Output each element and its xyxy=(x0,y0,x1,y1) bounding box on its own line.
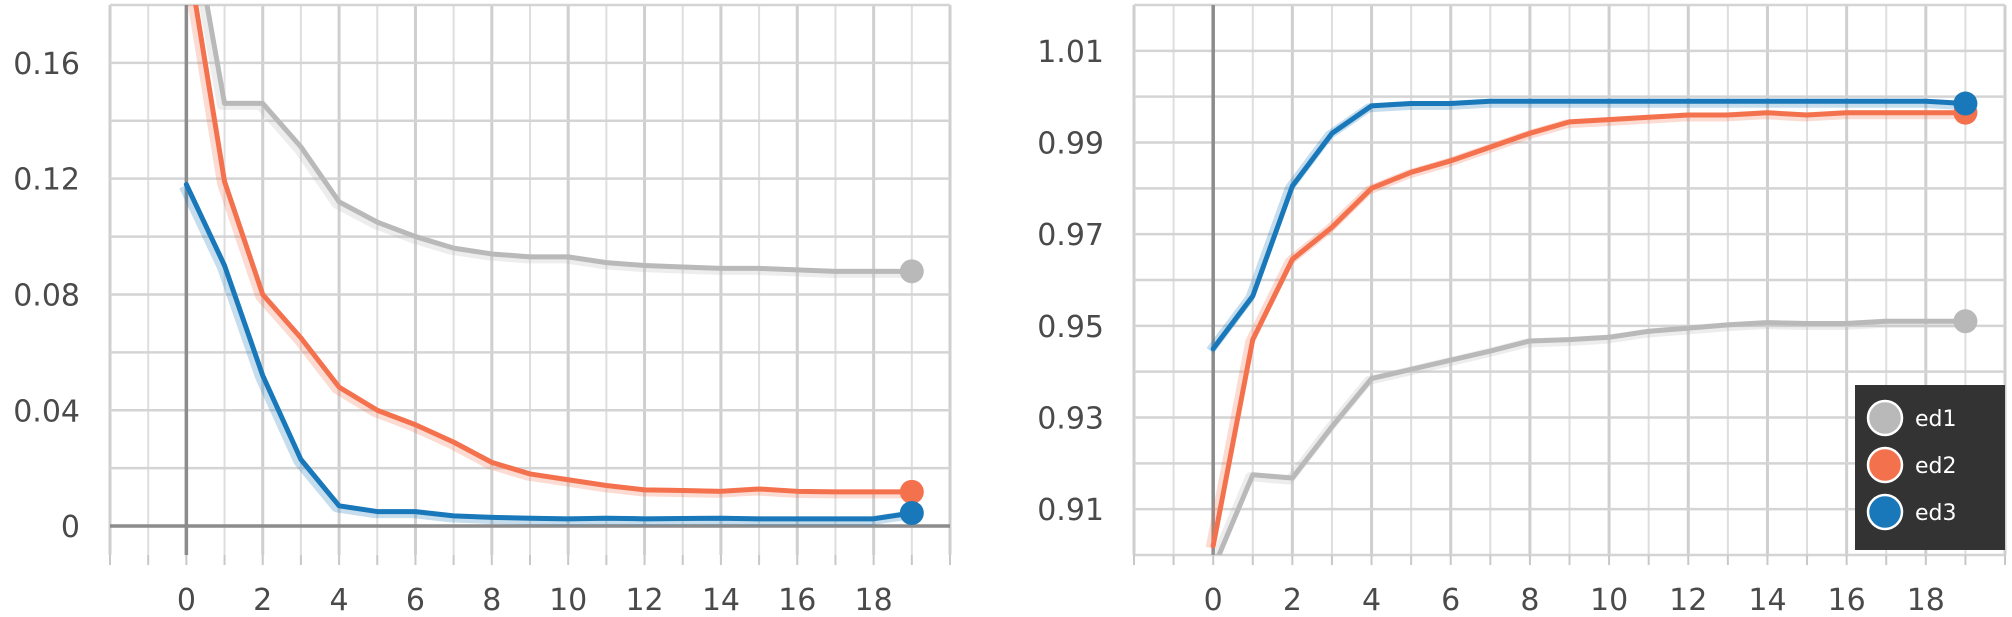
x-tick-label: 18 xyxy=(1907,583,1945,617)
legend-marker-ed3 xyxy=(1866,493,1904,531)
legend-label-ed2: ed2 xyxy=(1915,454,1957,479)
series-end-point-ed3 xyxy=(1953,91,1978,116)
x-tick-label: 12 xyxy=(625,583,663,617)
x-tick-label: 14 xyxy=(702,583,740,617)
x-tick-label: 10 xyxy=(1590,583,1628,617)
x-tick-label: 18 xyxy=(855,583,893,617)
series-line-ed1 xyxy=(204,5,915,274)
series-line-ed2 xyxy=(1210,110,1968,549)
x-tick-label: 16 xyxy=(778,583,816,617)
x-tick-label: 16 xyxy=(1828,583,1866,617)
series-line-ed3 xyxy=(1210,98,1968,352)
x-tick-label: 2 xyxy=(1283,583,1302,617)
series-line-ed2 xyxy=(193,5,915,495)
y-tick-label: 0.12 xyxy=(13,163,80,198)
y-tick-label: 0.91 xyxy=(1037,493,1104,528)
x-tick-label: 14 xyxy=(1748,583,1786,617)
x-tick-label: 4 xyxy=(1362,583,1381,617)
x-tick-label: 6 xyxy=(1441,583,1460,617)
x-tick-label: 12 xyxy=(1669,583,1707,617)
y-tick-label: 0.93 xyxy=(1037,402,1104,437)
x-tick-label: 8 xyxy=(482,583,501,617)
x-tick-label: 8 xyxy=(1520,583,1539,617)
series-line-ed1 xyxy=(1216,318,1968,555)
series-line-ed3 xyxy=(183,181,915,522)
loss-chart-panel: 0 2 4 6 8 10 12 14 16 18 0 0.04 0.08 0.12 0.16 xyxy=(13,3,952,617)
series-end-point-ed2 xyxy=(899,479,924,504)
y-tick-label: 0.95 xyxy=(1037,310,1104,345)
y-tick-label: 0.16 xyxy=(13,47,80,82)
series-end-point-ed1 xyxy=(1953,309,1978,334)
y-tick-label: 0.08 xyxy=(13,278,80,313)
series-raw-line-ed3 xyxy=(1206,98,1963,354)
series-raw-line-ed2 xyxy=(187,5,909,499)
x-tick-label: 0 xyxy=(1204,583,1223,617)
legend-marker-ed2 xyxy=(1866,446,1904,484)
accuracy-chart-panel: 0 2 4 6 8 10 12 14 16 18 0.91 0.93 0.95 0.97 0.99 1.01 e… xyxy=(1037,3,2007,617)
y-tick-label: 0.04 xyxy=(13,394,80,429)
y-tick-label: 0.97 xyxy=(1037,218,1104,253)
series-end-point-ed1 xyxy=(899,259,924,284)
y-tick-label: 0 xyxy=(61,510,80,545)
x-tick-label: 2 xyxy=(253,583,272,617)
legend-label-ed1: ed1 xyxy=(1915,407,1957,432)
series-lines xyxy=(1205,98,1968,555)
x-tick-label: 0 xyxy=(177,583,196,617)
y-tick-label: 1.01 xyxy=(1037,35,1104,70)
y-tick-label: 0.99 xyxy=(1037,127,1104,162)
x-tick-label: 6 xyxy=(406,583,425,617)
series-end-point-ed3 xyxy=(899,501,924,526)
x-tick-label: 4 xyxy=(330,583,349,617)
legend-label-ed3: ed3 xyxy=(1915,501,1957,526)
legend-marker-ed1 xyxy=(1866,399,1904,437)
series-raw-line-ed2 xyxy=(1205,110,1963,549)
x-tick-label: 10 xyxy=(549,583,587,617)
series-raw-line-ed1 xyxy=(1211,318,1963,555)
series-lines xyxy=(179,5,915,526)
